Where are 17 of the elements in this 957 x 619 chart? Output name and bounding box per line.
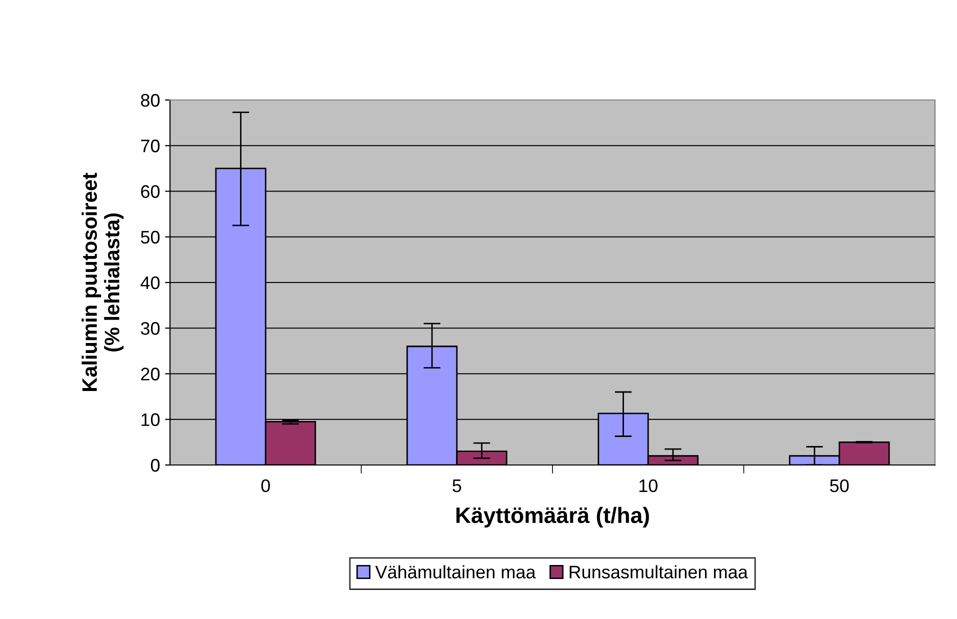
x-tick-label: 50	[830, 479, 849, 492]
x-axis-title: Käyttömäärä (t/ha)	[456, 506, 649, 528]
y-tick-label: 70	[141, 140, 160, 152]
x-tick-label: 10	[639, 479, 658, 492]
y-tick-label: 10	[142, 413, 160, 426]
y-axis-title: Kaliumin puutosoireet (% lehtialasta)	[82, 172, 124, 392]
y-tick-label: 30	[140, 322, 160, 335]
legend-label: Vähämultainen maa	[375, 565, 536, 578]
x-tick-label: 5	[452, 480, 462, 492]
y-tick-label: 60	[141, 185, 160, 198]
y-tick-label: 20	[141, 368, 160, 380]
y-tick-label: 80	[140, 94, 160, 107]
y-tick-label: 40	[140, 276, 160, 290]
x-tick-label: 0	[261, 479, 270, 492]
y-tick-label: 50	[140, 230, 160, 244]
y-tick-label: 0	[150, 458, 160, 472]
legend-label: Runsasmultainen maa	[570, 565, 748, 578]
